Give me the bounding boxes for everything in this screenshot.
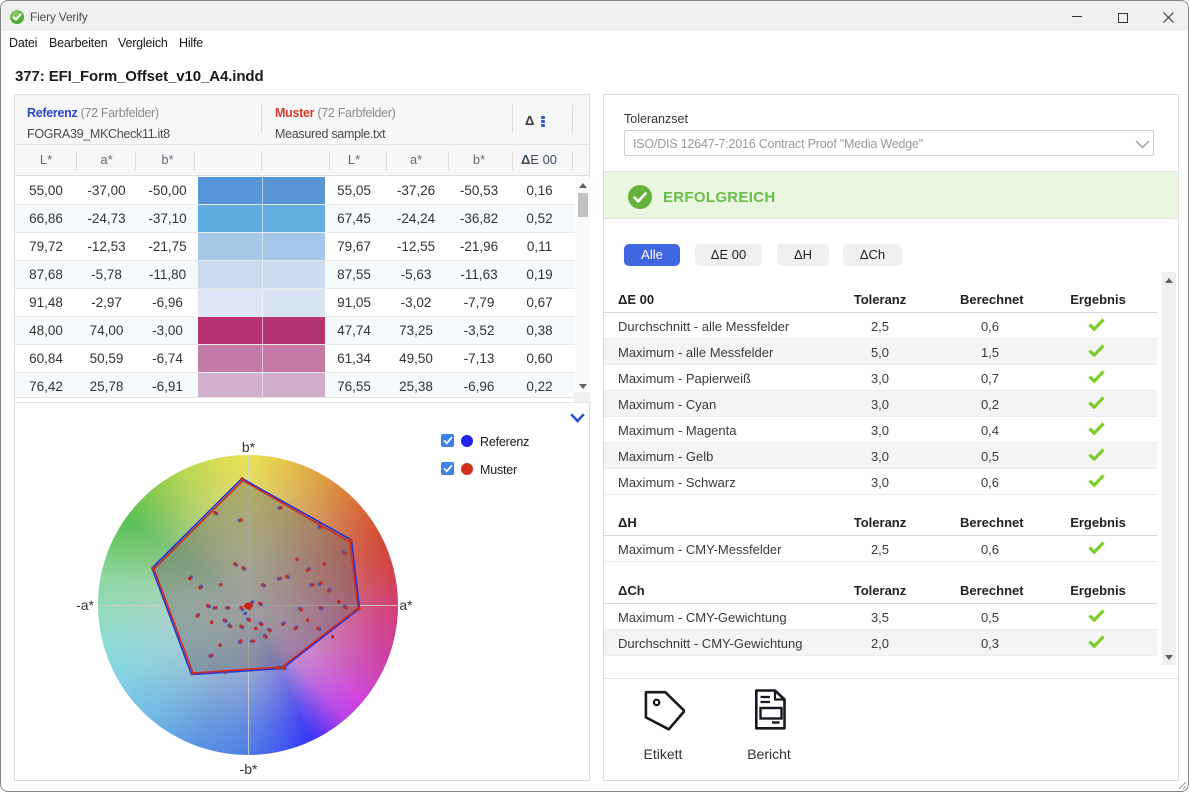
svg-text:-a*: -a* <box>76 597 94 613</box>
svg-text:-b*: -b* <box>240 761 258 777</box>
svg-text:b*: b* <box>242 439 256 455</box>
svg-text:a*: a* <box>399 597 413 613</box>
